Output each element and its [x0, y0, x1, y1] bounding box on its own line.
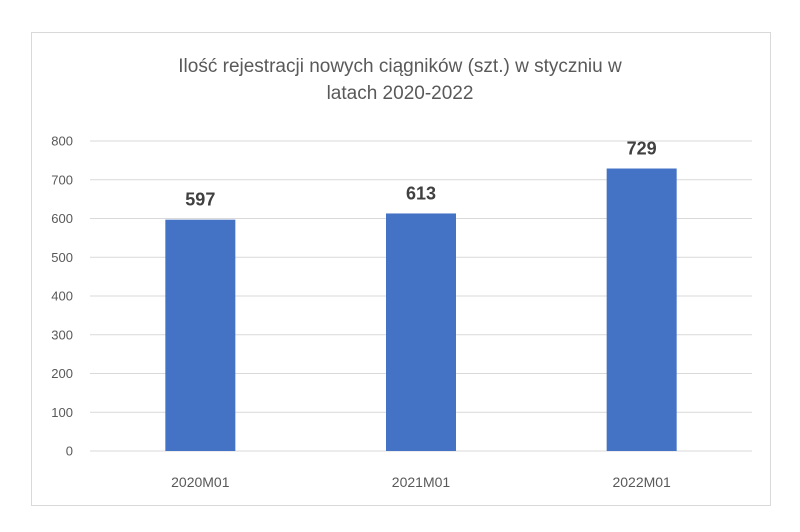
data-label: 613 — [406, 183, 436, 203]
data-label: 729 — [627, 139, 657, 159]
bar-2021M01 — [386, 213, 456, 451]
y-tick-label: 400 — [51, 289, 73, 304]
data-label: 597 — [185, 190, 215, 210]
y-tick-label: 700 — [51, 172, 73, 187]
chart-title-line-1: Ilość rejestracji nowych ciągników (szt.… — [178, 56, 622, 77]
bar-2022M01 — [606, 168, 677, 451]
y-tick-label: 200 — [51, 366, 73, 381]
y-tick-label: 800 — [51, 134, 73, 149]
y-tick-label: 0 — [66, 444, 73, 459]
y-tick-label: 300 — [51, 327, 73, 342]
bar-2020M01 — [165, 219, 236, 451]
y-tick-label: 100 — [51, 405, 73, 420]
x-tick-label: 2020M01 — [171, 474, 230, 490]
y-tick-label: 500 — [51, 250, 73, 265]
x-tick-label: 2021M01 — [392, 474, 451, 490]
y-tick-label: 600 — [51, 211, 73, 226]
chart-title: Ilość rejestracji nowych ciągników (szt.… — [100, 53, 700, 107]
chart-title-line-2: latach 2020-2022 — [326, 83, 474, 104]
x-tick-label: 2022M01 — [612, 474, 671, 490]
